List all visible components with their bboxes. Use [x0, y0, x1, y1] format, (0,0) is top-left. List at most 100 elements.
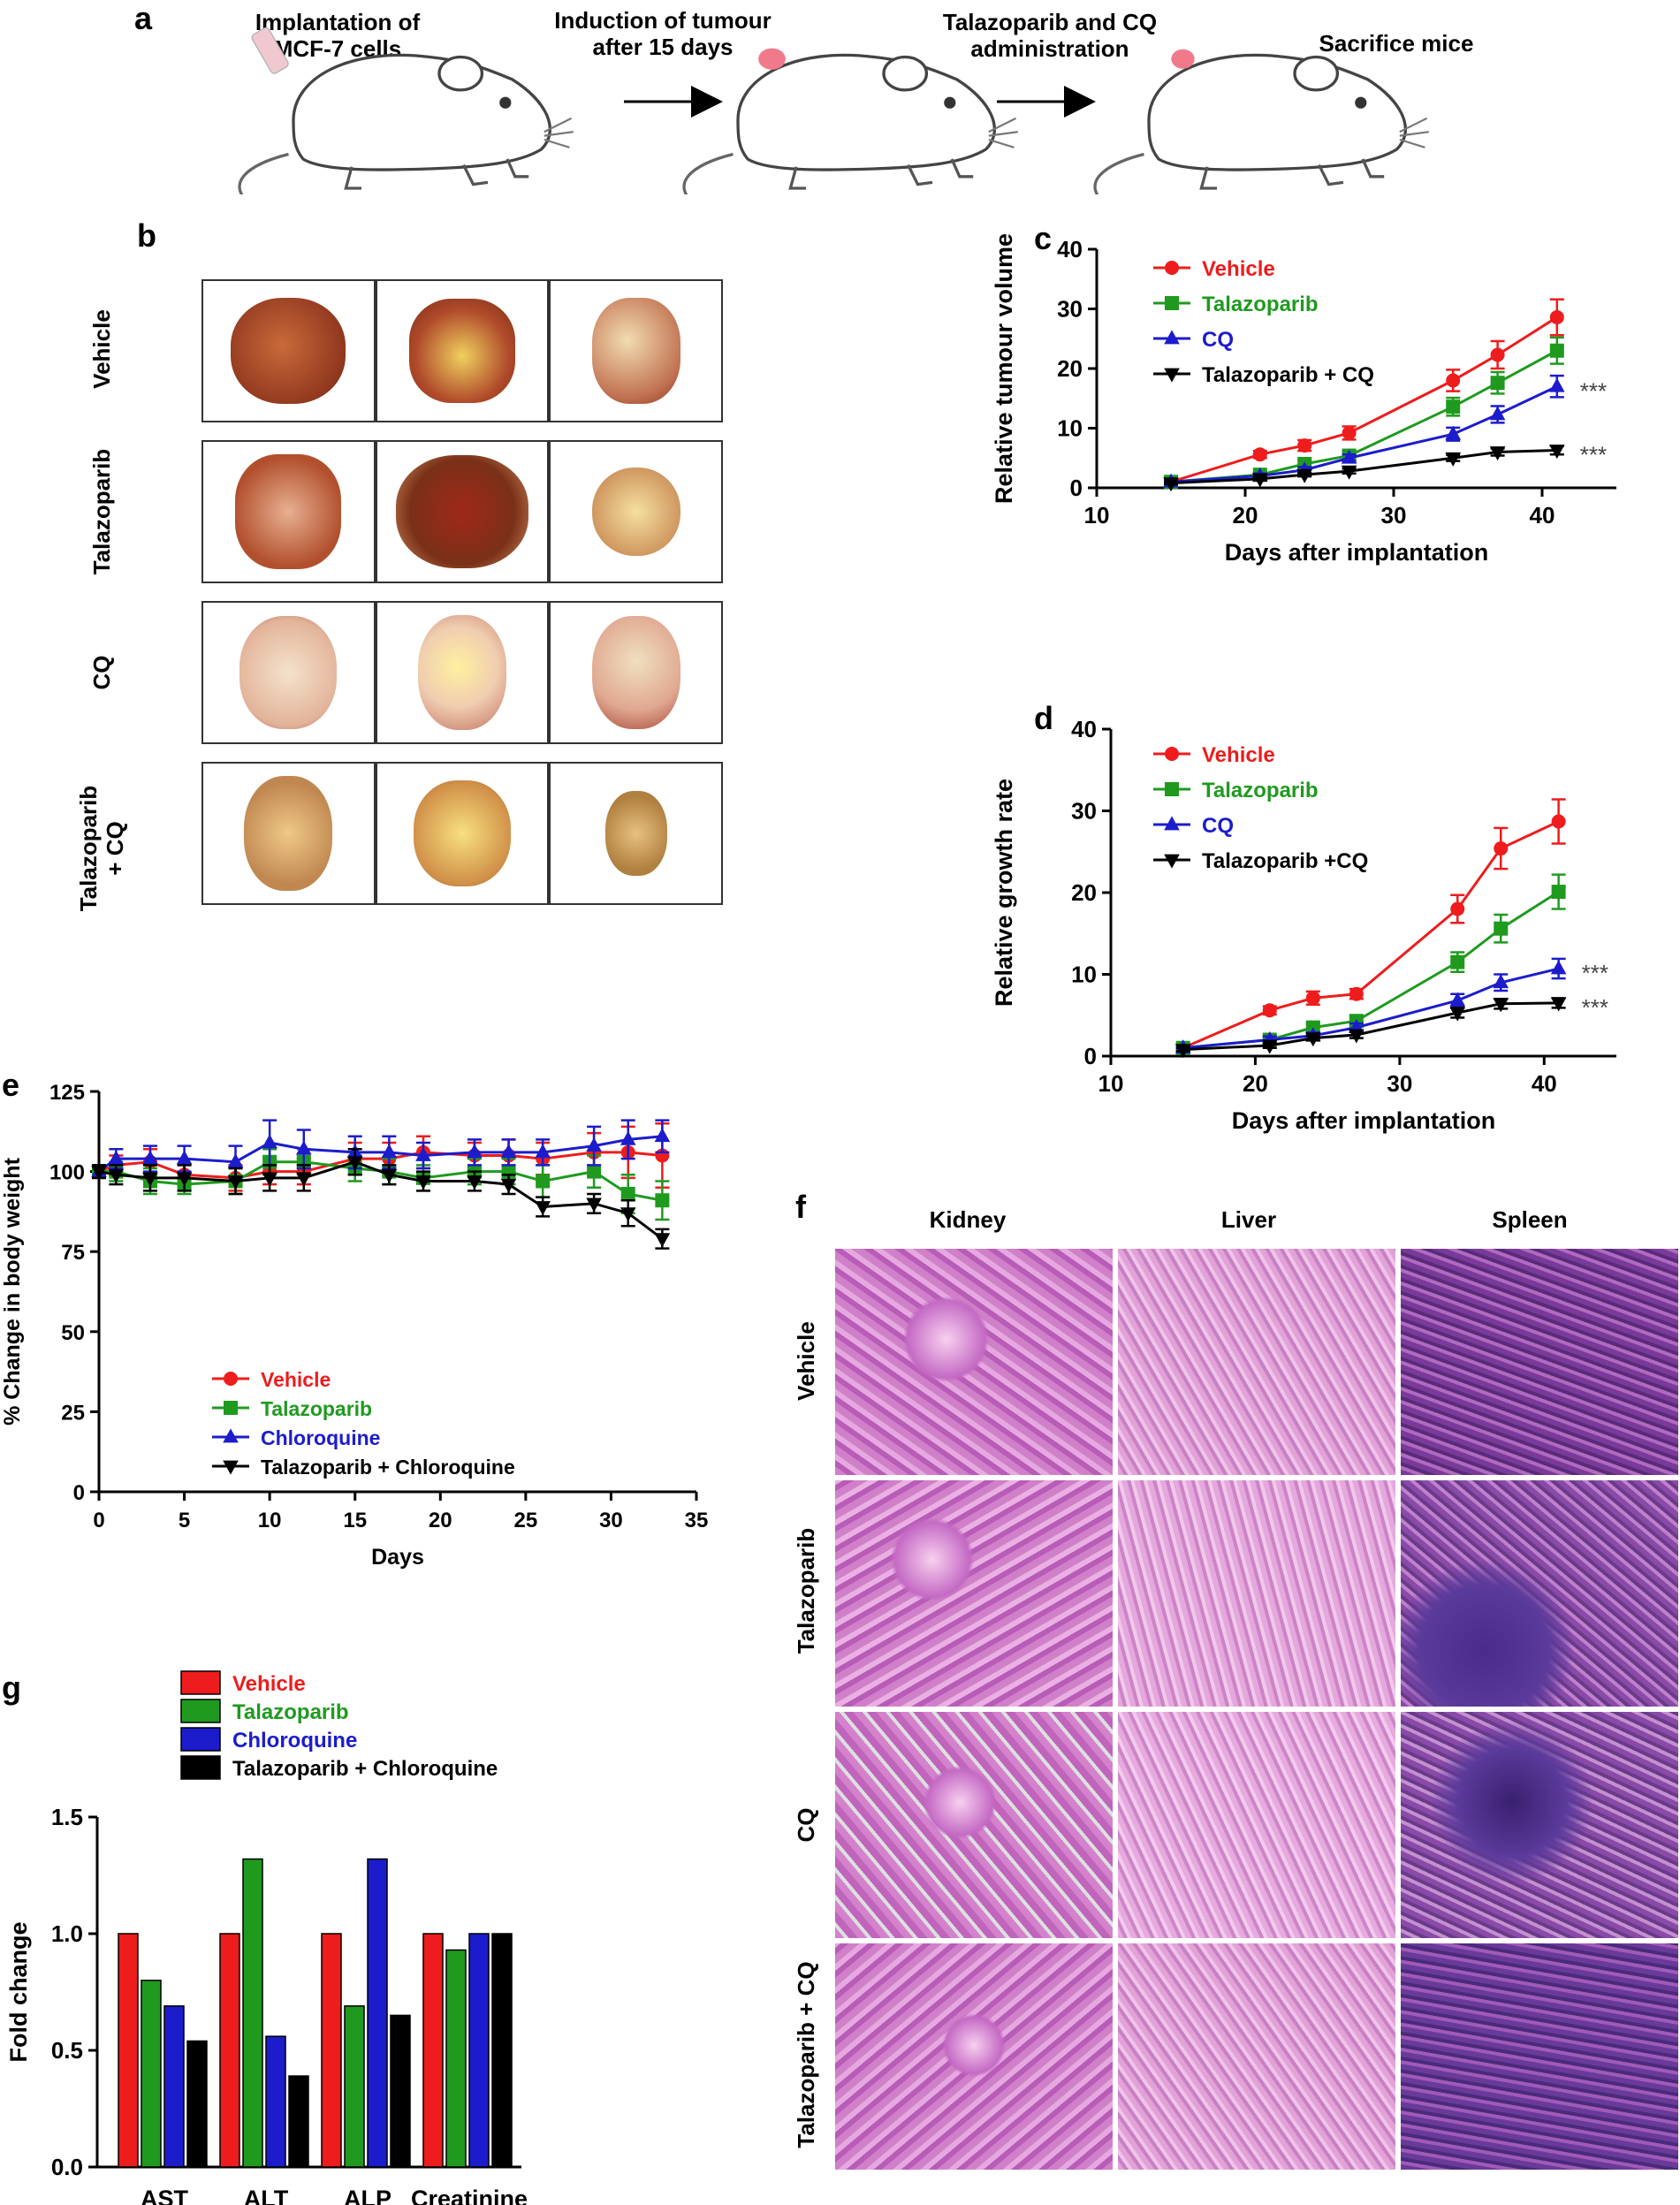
- data-point: [142, 1172, 158, 1187]
- mouse-1: [238, 27, 575, 194]
- data-point: [108, 1168, 125, 1183]
- histology-col-label: Kidney: [929, 1206, 1007, 1233]
- data-point: [295, 1140, 312, 1155]
- data-point: [1450, 954, 1465, 969]
- y-axis-label: % Change in body weight: [0, 1157, 25, 1425]
- data-point: [1261, 1039, 1278, 1054]
- chart-g: g 0.0 0.5 1.0 1.5 Fold change AST ALT ALP Creatin…: [2, 1669, 528, 2205]
- panel-label: g: [2, 1669, 21, 1706]
- legend-marker: [223, 1428, 239, 1443]
- y-tick-label: 10: [1057, 415, 1083, 442]
- data-point: [536, 1174, 551, 1189]
- data-point: [620, 1130, 636, 1145]
- bar-creatinine-vehicle: [422, 1933, 444, 2168]
- data-point: [586, 1198, 602, 1213]
- y-tick-label: 25: [61, 1401, 85, 1425]
- data-point: [586, 1137, 602, 1152]
- y-tick-label: 20: [1071, 879, 1097, 906]
- data-point: [535, 1144, 551, 1159]
- y-axis-label: Relative tumour volume: [991, 233, 1017, 504]
- y-tick-label: 100: [49, 1161, 85, 1185]
- data-point: [1549, 309, 1564, 324]
- bar-alt-chloroquine: [265, 2035, 286, 2168]
- bar-alp-vehicle: [321, 1933, 342, 2168]
- x-tick-label: 10: [258, 1509, 282, 1532]
- data-point: [1493, 998, 1509, 1013]
- x-tick-label: 35: [685, 1509, 709, 1532]
- legend-marker: [1165, 296, 1179, 310]
- legend-marker: [1164, 854, 1180, 869]
- data-point: [1549, 343, 1564, 358]
- significance-annotation: ***: [1580, 377, 1607, 404]
- series-line: [98, 1151, 663, 1180]
- legend-label: Talazoparib + Chloroquine: [261, 1456, 515, 1479]
- data-point: [142, 1150, 158, 1165]
- mouse-schematic: [238, 27, 1431, 194]
- legend-label: CQ: [1202, 814, 1234, 838]
- legend-label: Talazoparib + Chloroquine: [232, 1757, 498, 1781]
- legend-swatch: [180, 1699, 221, 1723]
- tumour-row-label: Vehicle: [88, 309, 115, 389]
- histology-row-vehicle: [832, 1246, 1680, 1478]
- x-tick-label: AST: [141, 2186, 189, 2205]
- legend-label: Talazoparib: [232, 1700, 349, 1724]
- mouse-2: [682, 48, 1020, 194]
- y-tick-label: 125: [49, 1081, 85, 1105]
- data-point: [1252, 473, 1268, 488]
- data-point: [1493, 974, 1509, 989]
- legend-swatch: [180, 1727, 221, 1752]
- tumour-row-label-combo: Talazoparib + CQ: [75, 782, 128, 915]
- syringe-icon: [251, 27, 289, 74]
- legend-label: Talazoparib: [1202, 293, 1319, 316]
- y-tick-label: 10: [1071, 962, 1097, 988]
- data-point: [535, 1201, 551, 1216]
- data-point: [1445, 452, 1461, 467]
- data-point: [655, 1193, 670, 1208]
- data-point: [1550, 997, 1567, 1012]
- data-point: [1445, 425, 1461, 440]
- series-cq: [1174, 957, 1567, 1054]
- significance-annotation: ***: [1580, 441, 1607, 468]
- mouse-3: [1093, 49, 1431, 194]
- x-tick-label: ALT: [244, 2186, 289, 2205]
- data-point: [1551, 885, 1566, 900]
- tumour-row-vehicle: [201, 279, 723, 422]
- data-point: [262, 1134, 277, 1149]
- legend-label: Vehicle: [1202, 257, 1275, 281]
- data-point: [1296, 468, 1312, 483]
- y-tick-label: 1.5: [51, 1804, 83, 1830]
- panel-b-label: b: [137, 217, 156, 254]
- data-point: [1342, 425, 1357, 440]
- tumour-row-label: CQ: [88, 655, 115, 690]
- tumour-row-label: Talazoparib + CQ: [75, 785, 128, 912]
- data-point: [500, 1178, 517, 1193]
- y-tick-label: 0: [1084, 1043, 1097, 1069]
- bar-ast-chloroquine: [163, 2005, 185, 2168]
- histology-grid: [832, 1246, 1680, 2172]
- data-point: [1490, 347, 1505, 362]
- legend-label: Talazoparib +CQ: [1202, 849, 1368, 873]
- legend-label: Chloroquine: [261, 1426, 380, 1449]
- histology-row-label: Talazoparib + CQ: [793, 1961, 819, 2148]
- legend-label: Vehicle: [261, 1368, 331, 1391]
- series-line: [1170, 384, 1558, 483]
- data-point: [1446, 373, 1461, 388]
- data-point: [1341, 465, 1357, 480]
- histology-row-cq: [832, 1709, 1680, 1941]
- data-point: [415, 1175, 431, 1190]
- legend-marker: [1165, 261, 1179, 275]
- legend-marker: [1164, 816, 1180, 831]
- data-point: [1449, 1007, 1466, 1022]
- y-tick-label: 1.0: [51, 1920, 83, 1947]
- tumour-row-label: Talazoparib: [88, 448, 115, 575]
- data-point: [1550, 960, 1567, 975]
- data-point: [415, 1146, 431, 1161]
- bar-alp-talazoparib-chloroquine: [390, 2014, 411, 2168]
- data-point: [1252, 447, 1267, 462]
- x-axis-label: Days: [371, 1545, 424, 1570]
- step-implantation: Implantation of MCF-7 cells: [255, 9, 421, 62]
- histology-row-label: CQ: [793, 1807, 819, 1843]
- significance-annotation: ***: [1582, 960, 1608, 986]
- data-point: [1549, 445, 1565, 460]
